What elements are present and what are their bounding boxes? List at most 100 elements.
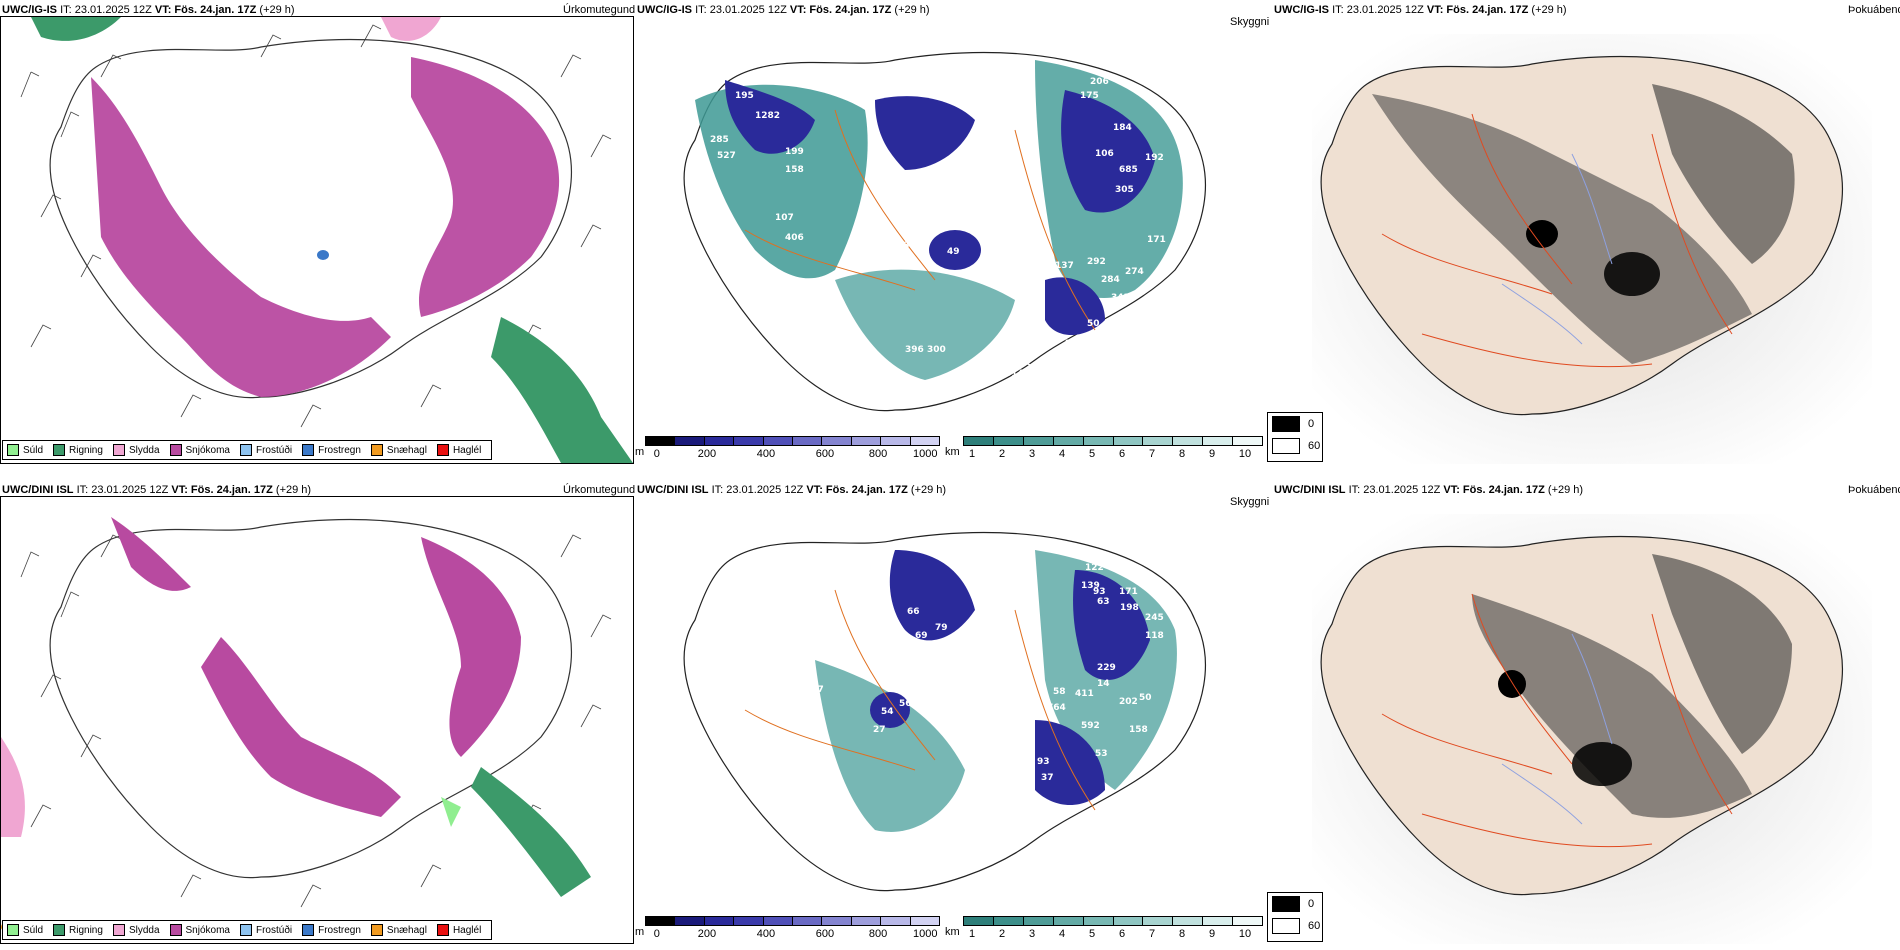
colorbar-tick: 6: [1118, 928, 1126, 940]
very-low-visibility-area: [875, 96, 975, 170]
very-low-visibility-area: [725, 80, 815, 154]
colorbar-tick: 5: [1088, 448, 1096, 460]
legend-swatch: [370, 924, 383, 936]
precip-legend: Súld Rigning Slydda Snjókoma Frostúði Fr…: [2, 440, 493, 460]
colorbar-tick: 7: [1148, 928, 1156, 940]
very-low-visibility-area: [1035, 720, 1105, 805]
legend-swatch: [53, 924, 66, 936]
wind-barbs: [20, 24, 612, 428]
visibility-value: 54: [881, 707, 894, 717]
panel-title: Úrkomutegund: [563, 4, 636, 16]
fog-core: [1572, 742, 1632, 786]
visibility-value: 229: [1097, 663, 1116, 673]
low-visibility-area: [815, 660, 965, 832]
visibility-labels: 1281 164 120 66 79 95 69 63 122 139 93 1…: [725, 541, 1164, 783]
colorbar-segment: [1113, 917, 1144, 925]
visibility-value: 84: [903, 241, 916, 251]
colorbar-tick: 1: [968, 928, 976, 940]
fog-panel-bottom: UWC/DINI ISL IT: 23.01.2025 12Z VT: Fös.…: [1272, 480, 1900, 950]
visibility-value: 131: [971, 727, 990, 737]
visibility-km-colorbar: km 1 2 3 4 5 6 7 8 9 10: [945, 436, 1263, 470]
legend-item: Rigning: [53, 444, 103, 456]
colorbar-tick: 800: [868, 928, 888, 940]
legend-item: Frostúði: [239, 444, 292, 456]
visibility-value: 171: [1119, 587, 1138, 597]
colorbar-segment: [646, 437, 676, 445]
freezing-rain-spot: [317, 250, 329, 260]
colorbar-segment: [1023, 437, 1054, 445]
visibility-value: 158: [1129, 725, 1148, 735]
visibility-value: 171: [1147, 235, 1166, 245]
colorbar-segment: [734, 917, 764, 925]
visibility-value: 107: [775, 213, 794, 223]
visibility-value: 198: [1120, 603, 1139, 613]
visibility-value: 305: [1115, 185, 1134, 195]
colorbar-segment: [704, 917, 735, 925]
colorbar-tick: 5: [1088, 928, 1096, 940]
visibility-value: 245: [1145, 613, 1164, 623]
colorbar-unit: m: [635, 926, 645, 938]
visibility-value: 137: [1055, 261, 1074, 271]
visibility-value: 1282: [755, 111, 780, 121]
legend-swatch: [1272, 918, 1300, 934]
sleet-area: [381, 17, 441, 41]
very-low-visibility-area: [1045, 277, 1105, 335]
precip-legend: Súld Rigning Slydda Snjókoma Frostúði Fr…: [2, 920, 493, 940]
colorbar-segment: [822, 917, 852, 925]
visibility-value: 592: [1081, 721, 1100, 731]
fog-index-area: [1372, 94, 1752, 364]
colorbar-tick: 6: [1118, 448, 1126, 460]
fog-opacity-legend: 0 60: [1267, 412, 1323, 462]
road-network: [1381, 593, 1733, 848]
colorbar-segment: [993, 917, 1024, 925]
legend-swatch: [302, 924, 315, 936]
visibility-panel-top: UWC/IG-IS IT: 23.01.2025 12Z VT: Fös. 24…: [635, 0, 1275, 470]
colorbar-tick: 1: [968, 448, 976, 460]
visibility-value: 337: [805, 685, 824, 695]
very-low-visibility-area: [1073, 570, 1150, 680]
visibility-value: 267: [1065, 339, 1084, 349]
colorbar-tick: 200: [697, 928, 717, 940]
fog-panel-top: UWC/IG-IS IT: 23.01.2025 12Z VT: Fös. 24…: [1272, 0, 1900, 470]
colorbar-segment: [734, 437, 764, 445]
legend-swatch: [53, 444, 66, 456]
colorbar-tick: 800: [868, 448, 888, 460]
colorbar-tick: 9: [1208, 448, 1216, 460]
visibility-value: 192: [1145, 153, 1164, 163]
legend-swatch: [302, 444, 315, 456]
colorbar-segment: [881, 437, 911, 445]
colorbar-segment: [675, 437, 705, 445]
colorbar-segment: [851, 917, 882, 925]
visibility-value: 56: [899, 699, 912, 709]
low-visibility-area: [695, 84, 868, 279]
rain-area-southeast: [491, 317, 633, 463]
legend-item: Súld: [7, 924, 43, 936]
panel-header: UWC/DINI ISL IT: 23.01.2025 12Z VT: Fös.…: [637, 484, 947, 496]
visibility-value: 1281: [730, 541, 755, 551]
legend-swatch: [169, 924, 182, 936]
panel-title: Þokuábendi: [1848, 484, 1900, 496]
low-visibility-area: [835, 269, 1015, 380]
legend-item: Frostregn: [302, 924, 361, 936]
visibility-value: 93: [1093, 587, 1106, 597]
legend-swatch: [1272, 416, 1300, 432]
legend-item: Haglél: [436, 444, 481, 456]
colorbar-tick: 10: [1238, 928, 1252, 940]
legend-item: Slydda: [112, 924, 160, 936]
visibility-value: 121: [997, 259, 1016, 269]
very-low-visibility-area: [1061, 90, 1155, 213]
visibility-value: 27: [873, 725, 886, 735]
visibility-value: 202: [1119, 697, 1138, 707]
visibility-value: 685: [1119, 165, 1138, 175]
colorbar-segment: [822, 437, 852, 445]
visibility-value: 139: [1081, 581, 1100, 591]
colorbar-tick: 600: [815, 448, 835, 460]
visibility-value: 292: [1087, 257, 1106, 267]
fog-opacity-legend: 0 60: [1267, 892, 1323, 942]
fog-index-area: [1652, 84, 1795, 264]
drizzle-area: [441, 797, 461, 827]
colorbar-tick: 2: [998, 448, 1006, 460]
very-low-visibility-area: [889, 550, 975, 641]
legend-swatch: [370, 444, 383, 456]
visibility-value: 411: [1075, 689, 1094, 699]
